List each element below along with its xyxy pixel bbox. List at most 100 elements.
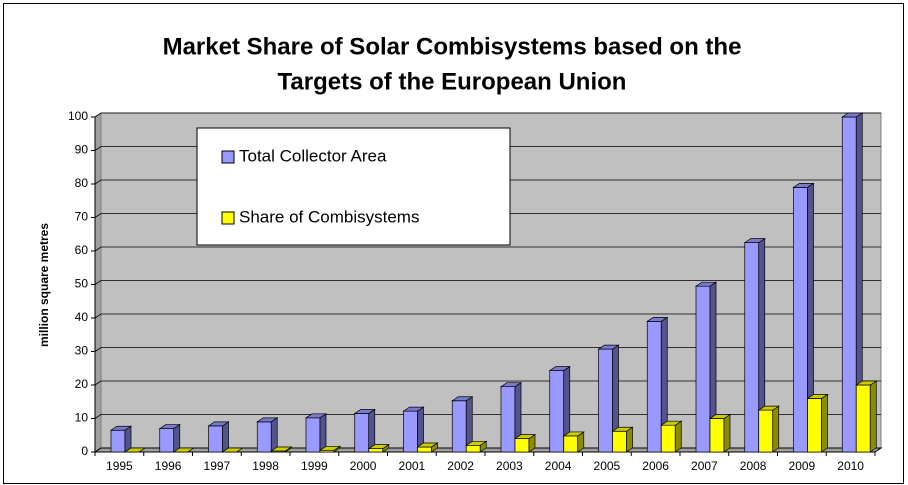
bar-top [694, 281, 718, 287]
grid-line [94, 246, 881, 252]
bar-side [319, 413, 327, 453]
bar [304, 413, 328, 453]
bar [708, 413, 732, 453]
bar-top [109, 425, 133, 431]
legend-box [196, 127, 511, 246]
y-tick-label: 100 [68, 109, 88, 123]
bar-front [403, 410, 418, 453]
grid-line [94, 179, 881, 185]
bar [207, 421, 230, 453]
bar-front [660, 424, 676, 453]
bar [841, 112, 864, 453]
bar-top [499, 382, 523, 388]
bar-side [674, 420, 682, 453]
bar-front [451, 400, 467, 453]
bar [792, 182, 815, 453]
bar-top [611, 426, 634, 432]
x-tick-label: 1998 [252, 459, 279, 473]
x-tick-label: 1995 [106, 459, 133, 473]
x-tick-label: 2010 [837, 459, 864, 473]
grid-line [94, 347, 881, 352]
bar-top [270, 446, 293, 452]
bar-top [318, 445, 342, 451]
bar-top [158, 424, 181, 429]
bar-front [368, 448, 384, 453]
bar-top [841, 112, 864, 118]
bar-side [772, 405, 780, 453]
grid-line [94, 380, 881, 386]
y-tick-label: 80 [75, 176, 89, 190]
y-tick-label: 0 [81, 444, 88, 458]
bar [158, 423, 181, 453]
x-tick-label: 2000 [350, 459, 377, 473]
bar-front [695, 285, 711, 453]
bar [855, 380, 878, 453]
x-tick-label: 2003 [496, 459, 523, 473]
bar-side [173, 423, 181, 453]
bar [270, 446, 293, 453]
x-tick-label: 2001 [399, 459, 426, 473]
bar-top [855, 380, 878, 386]
bar-front [598, 348, 613, 453]
x-tick-label: 1996 [155, 459, 182, 473]
y-tick-label: 90 [75, 143, 89, 157]
chart-title: Targets of the European Union [278, 68, 627, 95]
bar-top [416, 442, 439, 448]
bar [416, 442, 439, 453]
bar-top [304, 413, 328, 419]
x-tick-label: 2009 [789, 459, 816, 473]
bar-top [660, 420, 683, 426]
bar [172, 447, 195, 453]
bar-top [646, 317, 669, 322]
bar-front [417, 446, 432, 453]
bar-front [807, 398, 822, 453]
x-tick-label: 2008 [740, 459, 767, 473]
bar [660, 420, 683, 453]
x-tick-label: 2004 [545, 459, 572, 473]
bar-front [855, 384, 871, 453]
bar-front [646, 321, 662, 453]
x-tick-label: 2005 [594, 459, 621, 473]
bar [597, 344, 620, 453]
bar-side [821, 393, 828, 453]
bar-front [305, 417, 321, 453]
bar [221, 447, 244, 453]
y-tick-label: 20 [75, 377, 89, 391]
bar-top [708, 414, 732, 419]
bar [367, 443, 390, 453]
bar-front [110, 429, 126, 453]
chart-title: Market Share of Solar Combisystems based… [163, 33, 742, 60]
bar-top [792, 183, 815, 188]
grid-line [94, 112, 881, 118]
bar-front [549, 370, 565, 453]
bar-top [597, 344, 620, 350]
bar-front [500, 386, 516, 453]
x-tick-label: 2007 [691, 459, 718, 473]
bar-top [402, 406, 425, 412]
bar-top [757, 405, 780, 411]
bar [806, 393, 829, 453]
bar-front [612, 430, 627, 453]
bar [109, 425, 133, 453]
grid-line [94, 313, 881, 319]
bar [694, 281, 718, 453]
bar-side [723, 413, 731, 453]
bar [743, 237, 766, 453]
bar [256, 417, 279, 453]
x-tick-label: 2002 [447, 459, 474, 473]
y-tick-label: 40 [75, 310, 89, 324]
bar-side [270, 417, 278, 453]
bar-top [513, 434, 537, 439]
x-tick-label: 1999 [301, 459, 328, 473]
bar-front [563, 435, 579, 453]
bar-top [367, 444, 390, 449]
y-tick-label: 50 [75, 277, 89, 291]
bar-top [207, 421, 230, 427]
bar-top [353, 409, 376, 414]
bar [318, 445, 342, 453]
bar-front [744, 242, 760, 453]
bar-top [548, 366, 571, 371]
x-tick-label: 2006 [642, 459, 669, 473]
legend-label: Share of Combisystems [239, 207, 419, 226]
bar-top [123, 447, 147, 453]
